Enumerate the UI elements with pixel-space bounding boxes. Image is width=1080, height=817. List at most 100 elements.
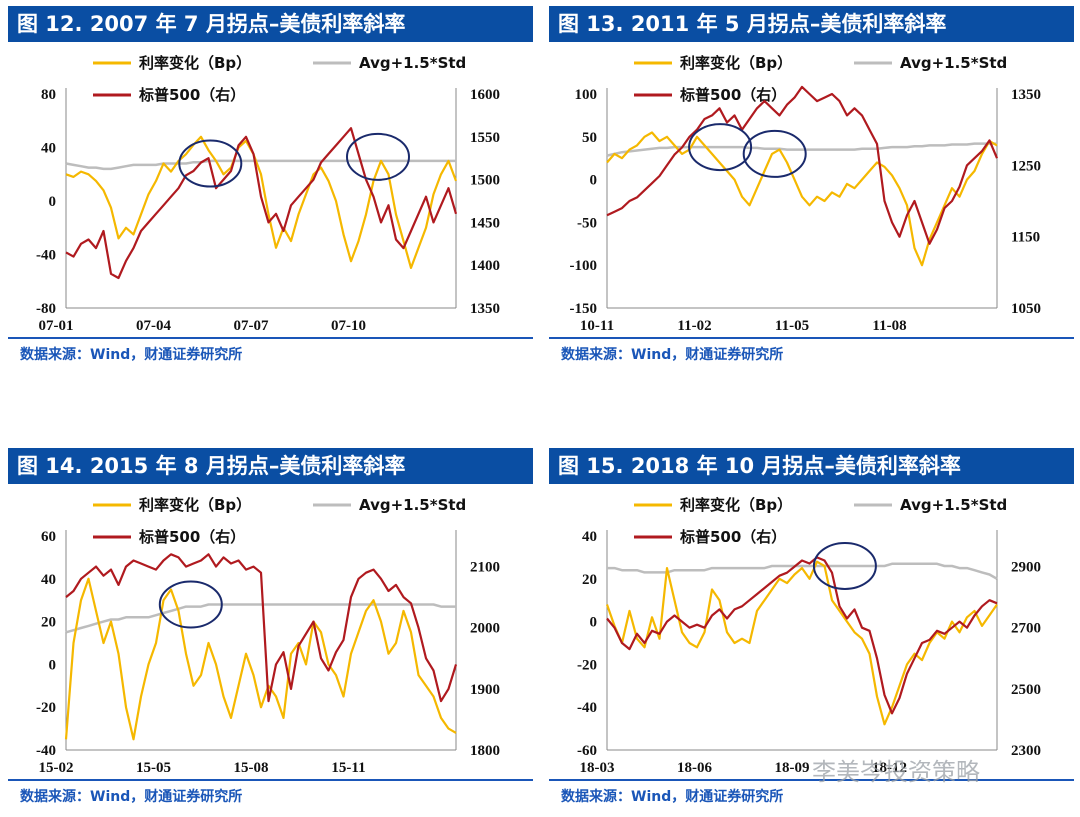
spx-series-line xyxy=(606,85,999,245)
right-tick-label: 1800 xyxy=(470,743,500,759)
source-note: 数据来源：Wind，财通证券研究所 xyxy=(561,347,784,363)
x-tick-label: 18-03 xyxy=(580,760,615,776)
legend-rate-label: 利率变化（Bp） xyxy=(680,54,792,72)
right-tick-label: 1550 xyxy=(470,130,500,146)
left-tick-label: 0 xyxy=(49,194,57,210)
left-tick-label: -150 xyxy=(570,301,598,317)
avg-series-line xyxy=(607,562,998,580)
highlight-ellipse xyxy=(178,139,243,188)
right-tick-label: 2000 xyxy=(470,621,500,637)
left-tick-label: 0 xyxy=(590,615,598,631)
divider xyxy=(8,779,533,781)
highlight-ellipse xyxy=(812,541,877,590)
legend-spx-label: 标普500（右） xyxy=(679,86,786,104)
rate-series-line xyxy=(64,577,457,741)
right-tick-label: 1350 xyxy=(470,301,500,317)
right-tick-label: 1600 xyxy=(470,87,500,103)
chart-svg: 利率变化（Bp） Avg+1.5*Std 标普500（右） 80 40 0 -40 -80 16… xyxy=(36,54,500,334)
legend-avg-label: Avg+1.5*Std xyxy=(359,54,466,72)
chart-panel-1: 图 12. 2007 年 7 月拐点–美债利率斜率 利率变化（Bp） Avg+1.… xyxy=(8,6,533,363)
left-tick-label: -40 xyxy=(577,700,597,716)
x-tick-label: 18-09 xyxy=(775,760,810,776)
legend-spx-label: 标普500（右） xyxy=(679,528,786,546)
source-note: 数据来源：Wind，财通证券研究所 xyxy=(20,789,243,805)
chart-svg: 利率变化（Bp） Avg+1.5*Std 标普500（右） 100 50 0 -50 -100… xyxy=(570,54,1042,334)
legend-avg-label: Avg+1.5*Std xyxy=(900,496,1007,514)
left-tick-label: 0 xyxy=(49,657,57,673)
x-tick-label: 11-05 xyxy=(775,318,809,334)
chart-svg: 利率变化（Bp） Avg+1.5*Std 标普500（右） 60 40 20 0 -20 -40… xyxy=(36,496,500,776)
rate-series-line xyxy=(606,131,998,267)
left-tick-label: -60 xyxy=(577,743,597,759)
left-tick-label: 80 xyxy=(41,87,56,103)
left-tick-label: -50 xyxy=(577,215,597,231)
rate-series-line xyxy=(65,135,458,269)
chart-title: 图 14. 2015 年 8 月拐点–美债利率斜率 xyxy=(8,448,533,484)
left-tick-label: -100 xyxy=(570,258,598,274)
x-tick-label: 07-04 xyxy=(136,318,171,334)
chart-panel-2: 图 13. 2011 年 5 月拐点–美债利率斜率 利率变化（Bp） Avg+1.… xyxy=(549,6,1074,363)
x-tick-label: 15-08 xyxy=(234,760,269,776)
legend-rate-label: 利率变化（Bp） xyxy=(139,496,251,514)
highlight-ellipse xyxy=(688,123,753,172)
right-tick-label: 1450 xyxy=(470,215,500,231)
left-tick-label: 20 xyxy=(582,572,597,588)
highlight-ellipse xyxy=(346,132,410,181)
right-tick-label: 1250 xyxy=(1011,158,1041,174)
right-tick-label: 1500 xyxy=(470,173,500,189)
divider xyxy=(549,337,1074,339)
right-tick-label: 2100 xyxy=(470,560,500,576)
chart-title: 图 12. 2007 年 7 月拐点–美债利率斜率 xyxy=(8,6,533,42)
avg-series-line xyxy=(65,603,456,634)
left-tick-label: -20 xyxy=(36,700,56,716)
avg-series-line xyxy=(606,142,997,157)
x-tick-label: 07-01 xyxy=(39,318,74,334)
right-tick-label: 2300 xyxy=(1011,743,1041,759)
right-tick-label: 2700 xyxy=(1011,621,1041,637)
left-tick-label: 50 xyxy=(582,130,597,146)
left-tick-label: -20 xyxy=(577,657,597,673)
legend-rate-label: 利率变化（Bp） xyxy=(680,496,792,514)
right-tick-label: 2500 xyxy=(1011,682,1041,698)
left-tick-label: -40 xyxy=(36,743,56,759)
left-tick-label: 60 xyxy=(41,529,56,545)
spx-series-line xyxy=(606,556,998,715)
right-tick-label: 1400 xyxy=(470,258,500,274)
x-tick-label: 07-07 xyxy=(234,318,269,334)
legend-rate-label: 利率变化（Bp） xyxy=(139,54,251,72)
x-tick-label: 15-05 xyxy=(136,760,171,776)
x-tick-label: 15-11 xyxy=(331,760,365,776)
left-tick-label: 100 xyxy=(575,87,598,103)
left-tick-label: -40 xyxy=(36,248,56,264)
left-tick-label: 40 xyxy=(582,529,597,545)
left-tick-label: -80 xyxy=(36,301,56,317)
x-tick-label: 18-06 xyxy=(677,760,712,776)
x-tick-label: 18-12 xyxy=(872,760,907,776)
rate-series-line xyxy=(605,560,998,726)
spx-series-line xyxy=(65,127,458,280)
left-tick-label: 40 xyxy=(41,572,56,588)
x-tick-label: 11-02 xyxy=(677,318,711,334)
x-tick-label: 15-02 xyxy=(39,760,74,776)
right-tick-label: 1900 xyxy=(470,682,500,698)
chart-title: 图 13. 2011 年 5 月拐点–美债利率斜率 xyxy=(549,6,1074,42)
avg-series-line xyxy=(65,159,456,171)
watermark: 李美岑投资策略 xyxy=(812,758,980,786)
right-tick-label: 1350 xyxy=(1011,87,1041,103)
legend-avg-label: Avg+1.5*Std xyxy=(359,496,466,514)
legend-spx-label: 标普500（右） xyxy=(138,86,245,104)
left-tick-label: 0 xyxy=(590,173,598,189)
x-tick-label: 07-10 xyxy=(331,318,366,334)
chart-title: 图 15. 2018 年 10 月拐点–美债利率斜率 xyxy=(549,448,1074,484)
right-tick-label: 1150 xyxy=(1011,230,1040,246)
x-tick-label: 11-08 xyxy=(872,318,906,334)
right-tick-label: 1050 xyxy=(1011,301,1041,317)
source-note: 数据来源：Wind，财通证券研究所 xyxy=(561,789,784,805)
source-note: 数据来源：Wind，财通证券研究所 xyxy=(20,347,243,363)
x-tick-label: 10-11 xyxy=(580,318,614,334)
legend-spx-label: 标普500（右） xyxy=(138,528,245,546)
spx-series-line xyxy=(65,553,458,703)
left-tick-label: 20 xyxy=(41,615,56,631)
highlight-ellipse xyxy=(742,129,807,178)
chart-panel-3: 图 14. 2015 年 8 月拐点–美债利率斜率 利率变化（Bp） Avg+1.… xyxy=(8,448,533,805)
